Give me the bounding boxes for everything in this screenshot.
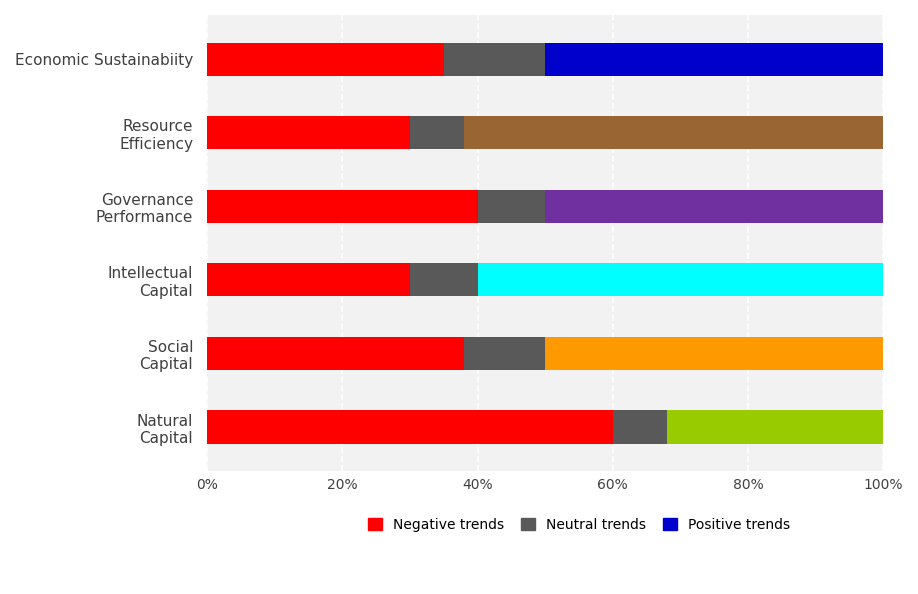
Bar (545, 43, 883, 75)
Bar (477, 189, 545, 223)
Bar (545, 189, 883, 223)
Bar (207, 337, 465, 370)
Bar (666, 410, 883, 444)
Legend: Negative trends, Neutral trends, Positive trends: Negative trends, Neutral trends, Positiv… (363, 512, 795, 537)
Bar (477, 263, 883, 296)
Bar (545, 337, 883, 370)
Bar (207, 43, 443, 75)
Bar (207, 116, 410, 149)
Bar (207, 263, 410, 296)
Bar (465, 337, 545, 370)
Bar (207, 189, 477, 223)
Bar (207, 410, 613, 444)
Bar (410, 263, 477, 296)
Bar (613, 410, 666, 444)
Bar (465, 116, 883, 149)
Bar (443, 43, 545, 75)
Bar (410, 116, 465, 149)
